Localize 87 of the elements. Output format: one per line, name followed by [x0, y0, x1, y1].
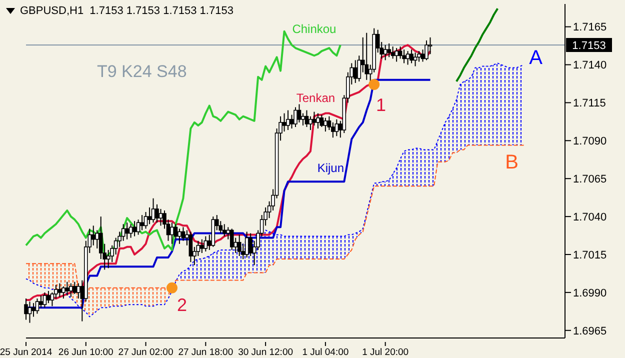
series-label: B	[505, 151, 518, 174]
candlestick	[72, 281, 77, 294]
candlestick	[394, 48, 398, 62]
candlestick	[140, 214, 144, 231]
candlestick	[390, 46, 395, 60]
candlestick	[24, 298, 28, 320]
candlestick	[200, 238, 204, 254]
candlestick	[132, 220, 136, 237]
x-tick-label: 1 Jul 20:00	[362, 347, 409, 358]
y-tick-label: 1.7090	[573, 136, 607, 148]
candlestick	[364, 32, 369, 80]
candlestick	[282, 112, 286, 132]
ref-line-label: 1.7153	[572, 40, 606, 52]
y-tick-label: 1.6965	[573, 325, 607, 338]
y-tick-label: 1.7015	[573, 249, 607, 262]
series-label: Tenkan	[296, 91, 336, 105]
candlestick	[28, 301, 32, 324]
candlestick	[69, 282, 73, 298]
candlestick	[417, 50, 421, 62]
y-tick-label: 1.6990	[573, 287, 607, 300]
candlestick	[410, 49, 414, 64]
x-tick-label: 25 Jun 2014	[0, 347, 52, 358]
y-tick-label: 1.7115	[573, 98, 606, 110]
candlestick	[155, 204, 159, 224]
series-label: Chinkou	[292, 22, 336, 36]
candlestick	[294, 106, 298, 128]
candlestick	[424, 40, 428, 61]
candlestick	[158, 208, 163, 226]
candlestick	[42, 292, 47, 308]
candlestick	[290, 114, 294, 129]
x-tick-label: 1 Jul 04:00	[302, 347, 349, 358]
annotation: 1	[376, 95, 386, 116]
y-tick-label: 1.7065	[573, 173, 607, 186]
candlestick	[46, 290, 50, 304]
candlestick	[413, 52, 418, 67]
candlestick	[324, 117, 328, 132]
candlestick	[301, 112, 305, 126]
annotation: 2	[177, 295, 188, 316]
candlestick	[312, 111, 316, 126]
candlestick	[144, 211, 148, 230]
chart-title: GBPUSD,H1 1.7153 1.7153 1.7153 1.7153	[20, 5, 234, 17]
candlestick	[297, 104, 302, 123]
candlestick	[308, 116, 312, 131]
candlestick	[106, 249, 110, 269]
candlestick	[39, 294, 43, 308]
series-label: Kijun	[317, 160, 344, 175]
candlestick	[334, 118, 339, 137]
candlestick	[35, 298, 40, 314]
candlestick	[244, 231, 249, 258]
candlestick	[320, 114, 324, 128]
series-label: A	[529, 47, 544, 70]
x-tick-label: 30 Jun 12:00	[238, 347, 294, 358]
candlestick	[178, 228, 182, 244]
candlestick	[383, 44, 388, 61]
candlestick	[204, 236, 208, 252]
x-tick-label: 27 Jun 02:00	[118, 347, 174, 358]
x-tick-label: 26 Jun 10:00	[58, 347, 114, 358]
candlestick	[387, 42, 391, 58]
candlestick	[402, 49, 406, 64]
candlestick	[125, 222, 129, 240]
candlestick	[148, 206, 152, 225]
candlestick	[136, 219, 140, 236]
candlestick	[230, 228, 234, 250]
candlestick	[316, 112, 320, 129]
candlestick	[62, 286, 66, 300]
line-series	[455, 8, 499, 82]
candlestick	[304, 110, 309, 128]
line-series	[26, 62, 524, 318]
candlestick	[286, 110, 290, 131]
y-tick-label: 1.7140	[573, 60, 607, 72]
candlestick	[65, 281, 70, 296]
annotation: T9 K24 S48	[97, 62, 187, 82]
candlestick	[58, 282, 62, 298]
candlestick	[170, 222, 174, 244]
candlestick	[398, 46, 402, 60]
candlestick	[76, 282, 80, 300]
y-tick-label: 1.7165	[573, 22, 607, 34]
candlestick	[32, 302, 36, 318]
candlestick	[237, 234, 242, 257]
x-tick-label: 27 Jun 18:00	[178, 347, 234, 358]
y-tick-label: 1.7040	[573, 211, 607, 224]
candlestick	[188, 231, 193, 263]
candlestick	[406, 50, 410, 66]
candlestick	[151, 198, 156, 224]
candlestick	[428, 36, 432, 55]
candlestick	[353, 60, 358, 84]
candlestick	[174, 224, 178, 240]
